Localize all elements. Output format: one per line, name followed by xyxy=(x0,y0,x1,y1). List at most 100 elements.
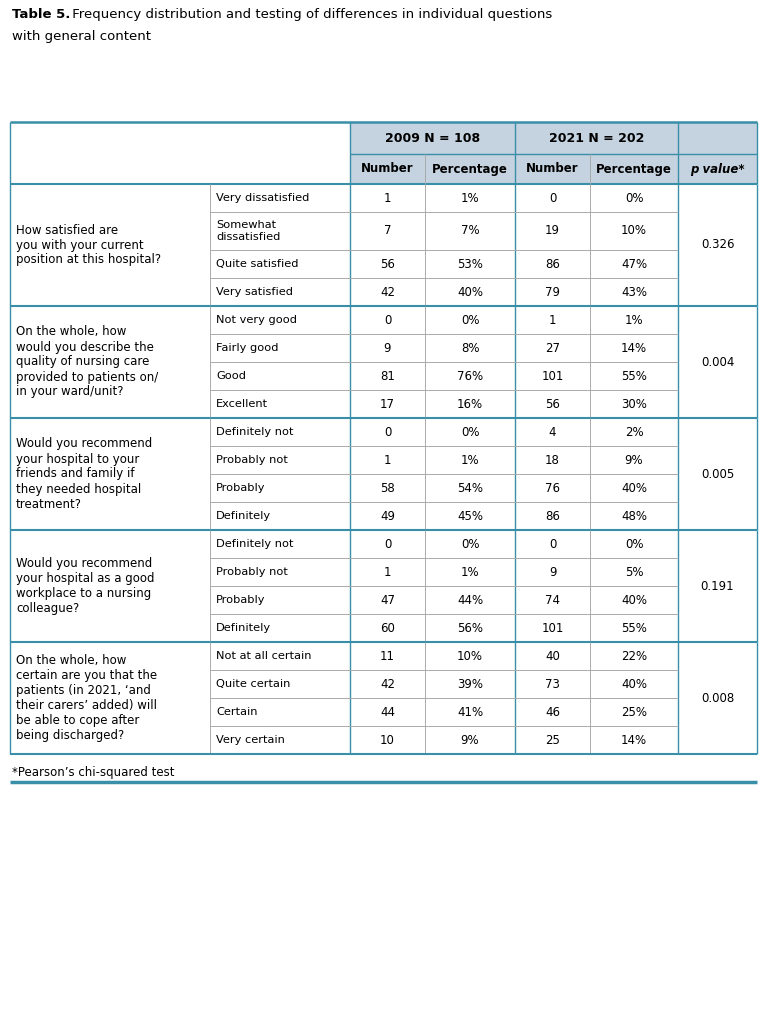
Text: 42: 42 xyxy=(380,286,395,299)
Text: 40%: 40% xyxy=(621,481,647,495)
Text: 10: 10 xyxy=(380,733,395,746)
Text: 79: 79 xyxy=(545,286,560,299)
Text: Not very good: Not very good xyxy=(216,315,297,325)
Text: 1%: 1% xyxy=(624,313,644,327)
Text: 40: 40 xyxy=(545,649,560,663)
Text: 44%: 44% xyxy=(457,594,483,606)
Text: 10%: 10% xyxy=(621,224,647,238)
Text: Table 5.: Table 5. xyxy=(12,8,71,22)
Text: 25%: 25% xyxy=(621,706,647,719)
Bar xyxy=(515,122,678,154)
Text: 49: 49 xyxy=(380,510,395,522)
Text: 14%: 14% xyxy=(621,341,647,354)
Text: 1: 1 xyxy=(384,454,391,467)
Text: 40%: 40% xyxy=(621,678,647,690)
Text: 8%: 8% xyxy=(461,341,479,354)
Text: 1: 1 xyxy=(548,313,556,327)
Text: 30%: 30% xyxy=(621,397,647,411)
Text: 44: 44 xyxy=(380,706,395,719)
Text: 14%: 14% xyxy=(621,733,647,746)
Text: 73: 73 xyxy=(545,678,560,690)
Text: 25: 25 xyxy=(545,733,560,746)
Text: 22%: 22% xyxy=(621,649,647,663)
Text: Fairly good: Fairly good xyxy=(216,343,278,353)
Text: 53%: 53% xyxy=(457,257,483,270)
Text: 0: 0 xyxy=(384,426,391,438)
Text: Definitely not: Definitely not xyxy=(216,539,294,549)
Text: Percentage: Percentage xyxy=(432,163,508,175)
Text: 11: 11 xyxy=(380,649,395,663)
Text: 55%: 55% xyxy=(621,370,647,383)
Text: 47: 47 xyxy=(380,594,395,606)
Text: 16%: 16% xyxy=(457,397,483,411)
Text: Good: Good xyxy=(216,371,246,381)
Text: 45%: 45% xyxy=(457,510,483,522)
Text: Quite satisfied: Quite satisfied xyxy=(216,259,298,269)
Text: Would you recommend
your hospital to your
friends and family if
they needed hosp: Would you recommend your hospital to you… xyxy=(16,437,153,511)
Text: 101: 101 xyxy=(542,370,564,383)
Text: 1%: 1% xyxy=(461,565,479,579)
Text: Percentage: Percentage xyxy=(596,163,672,175)
Text: Quite certain: Quite certain xyxy=(216,679,291,689)
Text: How satisfied are
you with your current
position at this hospital?: How satisfied are you with your current … xyxy=(16,223,161,266)
Text: On the whole, how
certain are you that the
patients (in 2021, ‘and
their carers’: On the whole, how certain are you that t… xyxy=(16,654,157,742)
Text: Probably: Probably xyxy=(216,595,265,605)
Text: 9%: 9% xyxy=(461,733,479,746)
Bar xyxy=(515,154,590,184)
Text: 43%: 43% xyxy=(621,286,647,299)
Text: 0.004: 0.004 xyxy=(701,355,734,369)
Text: 54%: 54% xyxy=(457,481,483,495)
Text: 81: 81 xyxy=(380,370,395,383)
Text: 60: 60 xyxy=(380,622,395,635)
Text: 0%: 0% xyxy=(625,538,644,551)
Text: Very satisfied: Very satisfied xyxy=(216,287,293,297)
Text: 55%: 55% xyxy=(621,622,647,635)
Text: On the whole, how
would you describe the
quality of nursing care
provided to pat: On the whole, how would you describe the… xyxy=(16,326,158,398)
Text: Number: Number xyxy=(526,163,579,175)
Text: 0: 0 xyxy=(384,313,391,327)
Text: 76: 76 xyxy=(545,481,560,495)
Text: 42: 42 xyxy=(380,678,395,690)
Text: 56%: 56% xyxy=(457,622,483,635)
Text: 101: 101 xyxy=(542,622,564,635)
Bar xyxy=(350,122,515,154)
Text: 27: 27 xyxy=(545,341,560,354)
Text: 2009 N = 108: 2009 N = 108 xyxy=(385,131,480,144)
Text: Excellent: Excellent xyxy=(216,399,268,409)
Text: 76%: 76% xyxy=(457,370,483,383)
Text: p value*: p value* xyxy=(690,163,745,175)
Text: Definitely: Definitely xyxy=(216,511,271,521)
Text: Probably not: Probably not xyxy=(216,455,288,465)
Text: Probably not: Probably not xyxy=(216,567,288,577)
Text: 0: 0 xyxy=(384,538,391,551)
Text: 74: 74 xyxy=(545,594,560,606)
Text: 0: 0 xyxy=(549,191,556,205)
Text: 0%: 0% xyxy=(625,191,644,205)
Text: 86: 86 xyxy=(545,257,560,270)
Text: 0.326: 0.326 xyxy=(701,239,734,252)
Text: 58: 58 xyxy=(380,481,395,495)
Text: 1%: 1% xyxy=(461,191,479,205)
Text: 39%: 39% xyxy=(457,678,483,690)
Text: 10%: 10% xyxy=(457,649,483,663)
Text: with general content: with general content xyxy=(12,30,151,43)
Text: 2021 N = 202: 2021 N = 202 xyxy=(549,131,644,144)
Text: 0.008: 0.008 xyxy=(701,691,734,705)
Text: 4: 4 xyxy=(548,426,556,438)
Text: 40%: 40% xyxy=(621,594,647,606)
Text: 7: 7 xyxy=(384,224,391,238)
Text: 0%: 0% xyxy=(461,538,479,551)
Text: 86: 86 xyxy=(545,510,560,522)
Text: 0.191: 0.191 xyxy=(701,580,734,593)
Text: *Pearson’s chi-squared test: *Pearson’s chi-squared test xyxy=(12,766,175,779)
Text: 46: 46 xyxy=(545,706,560,719)
Bar xyxy=(590,154,678,184)
Text: 41%: 41% xyxy=(457,706,483,719)
Text: 9%: 9% xyxy=(624,454,644,467)
Text: 1%: 1% xyxy=(461,454,479,467)
Text: Very dissatisfied: Very dissatisfied xyxy=(216,193,309,203)
Bar xyxy=(350,154,425,184)
Text: 40%: 40% xyxy=(457,286,483,299)
Text: 2%: 2% xyxy=(624,426,644,438)
Text: 17: 17 xyxy=(380,397,395,411)
